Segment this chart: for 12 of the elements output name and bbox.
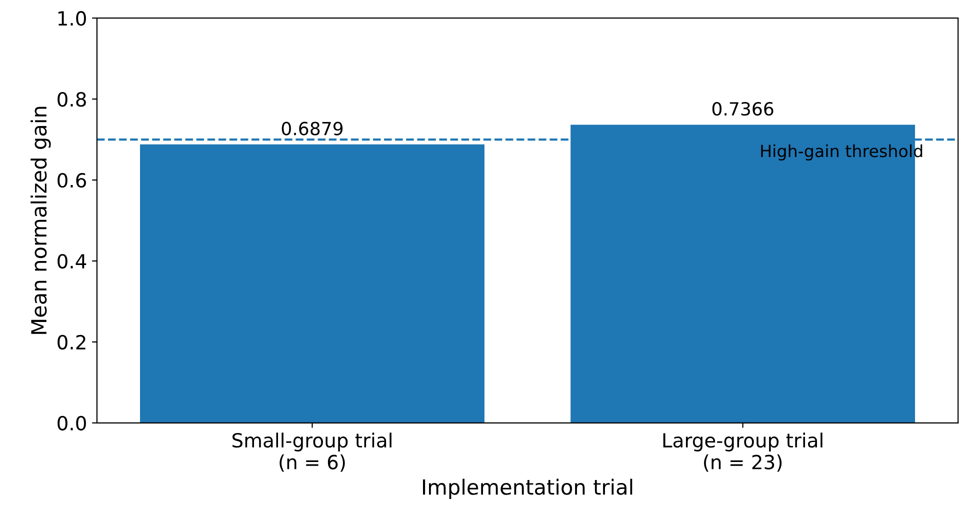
y-tick-label: 0.4 — [58, 254, 86, 269]
data-label: 0.7366 — [712, 102, 774, 116]
y-tick-label: 0.8 — [58, 92, 86, 107]
x-tick-label: Small-group trial (n = 6) — [232, 432, 392, 472]
y-axis-title: Mean normalized gain — [30, 106, 51, 334]
y-tick-label: 0.2 — [58, 334, 86, 350]
x-axis-title: Implementation trial — [423, 478, 632, 499]
y-tick-label: 0.0 — [58, 416, 86, 431]
data-label: 0.6879 — [282, 122, 343, 136]
y-tick-label: 1.0 — [58, 11, 86, 26]
y-tick-label: 0.6 — [58, 172, 86, 188]
x-tick-label: Large-group trial (n = 23) — [663, 432, 822, 472]
